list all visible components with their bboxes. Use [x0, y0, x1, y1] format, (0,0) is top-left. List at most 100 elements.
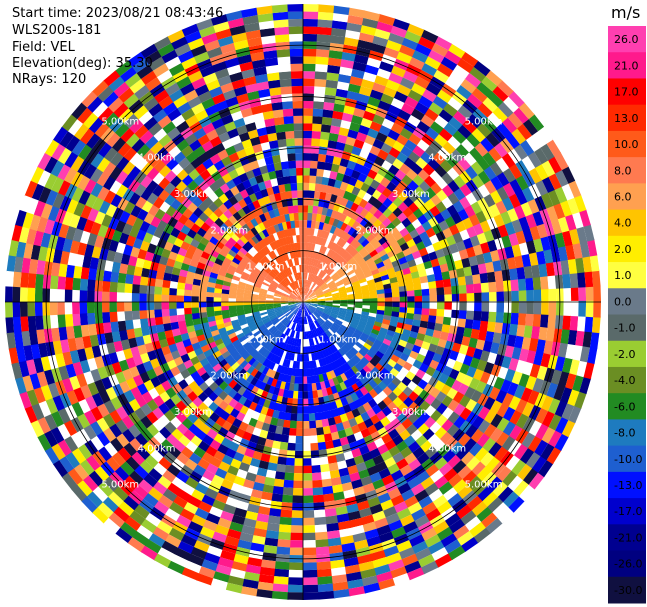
- range-gate: [312, 487, 324, 496]
- range-gate: [295, 265, 299, 273]
- range-gate: [308, 307, 315, 313]
- range-gate: [277, 388, 285, 397]
- range-gate: [279, 153, 289, 163]
- range-gate: [111, 261, 121, 274]
- range-gate: [405, 284, 415, 292]
- range-gate: [236, 288, 245, 293]
- range-gate: [288, 213, 295, 222]
- range-gate: [242, 389, 252, 399]
- range-gate: [428, 314, 437, 323]
- range-gate: [585, 300, 594, 318]
- range-gate: [258, 460, 270, 470]
- range-gate: [536, 222, 548, 239]
- range-gate: [476, 465, 492, 482]
- range-gate: [351, 524, 366, 536]
- range-gate: [432, 152, 446, 165]
- range-gate: [302, 242, 307, 250]
- range-gate: [275, 311, 284, 316]
- range-gate: [295, 288, 300, 296]
- range-gate: [262, 237, 270, 246]
- range-gate: [76, 175, 91, 192]
- range-gate: [502, 469, 518, 487]
- range-gate: [150, 376, 162, 389]
- range-gate: [115, 419, 129, 435]
- range-gate: [316, 308, 324, 313]
- range-gate: [229, 135, 242, 146]
- range-gate: [268, 87, 282, 97]
- range-gate: [359, 368, 369, 378]
- range-gate: [323, 215, 331, 225]
- range-gate: [228, 346, 237, 355]
- range-gate: [290, 243, 295, 251]
- range-gate: [289, 258, 294, 267]
- range-gate: [160, 212, 172, 225]
- range-gate: [290, 190, 298, 199]
- range-gate: [343, 233, 352, 242]
- range-gate: [157, 263, 167, 274]
- range-gate: [360, 17, 379, 29]
- range-gate: [177, 320, 187, 329]
- range-gate: [406, 23, 425, 37]
- range-gate: [309, 427, 318, 436]
- range-gate: [303, 287, 305, 295]
- range-gate: [339, 239, 347, 248]
- range-gate: [331, 566, 348, 577]
- range-gate: [309, 314, 315, 322]
- range-gate: [119, 380, 131, 394]
- ring-label: 4.00km: [428, 443, 466, 454]
- range-gate: [444, 293, 452, 302]
- range-gate: [235, 124, 248, 136]
- range-gate: [296, 421, 304, 429]
- range-gate: [212, 363, 223, 373]
- range-gate: [79, 313, 89, 327]
- range-gate: [458, 195, 471, 209]
- range-gate: [531, 263, 541, 278]
- range-gate: [186, 37, 205, 51]
- range-gate: [328, 283, 337, 289]
- range-gate: [165, 508, 181, 522]
- range-gate: [307, 250, 312, 258]
- range-gate: [266, 408, 275, 418]
- range-gate: [489, 291, 497, 302]
- range-gate: [363, 353, 373, 362]
- range-gate: [322, 485, 335, 495]
- range-gate: [354, 100, 368, 111]
- range-gate: [305, 308, 310, 316]
- range-gate: [279, 191, 287, 201]
- range-gate: [353, 486, 366, 497]
- range-gate: [283, 278, 289, 286]
- range-gate: [457, 317, 467, 328]
- range-gate: [254, 362, 263, 371]
- range-gate: [65, 264, 75, 279]
- range-gate: [400, 333, 410, 342]
- range-gate: [321, 285, 329, 291]
- range-gate: [126, 328, 136, 340]
- range-gate: [273, 295, 282, 299]
- range-gate: [254, 233, 263, 242]
- range-gate: [244, 448, 256, 459]
- range-gate: [291, 510, 304, 518]
- range-gate: [318, 191, 327, 200]
- range-gate: [327, 318, 335, 324]
- range-gate: [302, 108, 314, 116]
- range-gate: [103, 322, 112, 335]
- range-gate: [225, 448, 237, 459]
- range-gate: [26, 197, 39, 216]
- range-gate: [258, 307, 267, 312]
- range-gate: [459, 394, 472, 408]
- range-gate: [371, 113, 385, 125]
- range-gate: [328, 316, 336, 323]
- range-gate: [370, 301, 378, 306]
- range-gate: [237, 386, 247, 396]
- range-gate: [317, 297, 326, 300]
- range-gate: [157, 547, 176, 562]
- range-gate: [358, 148, 370, 160]
- range-gate: [437, 146, 451, 160]
- range-gate: [111, 137, 126, 153]
- range-gate: [307, 308, 312, 315]
- range-gate: [205, 46, 223, 59]
- range-gate: [377, 380, 388, 391]
- range-gate: [270, 394, 279, 403]
- range-gate: [38, 186, 52, 205]
- range-gate: [193, 446, 207, 459]
